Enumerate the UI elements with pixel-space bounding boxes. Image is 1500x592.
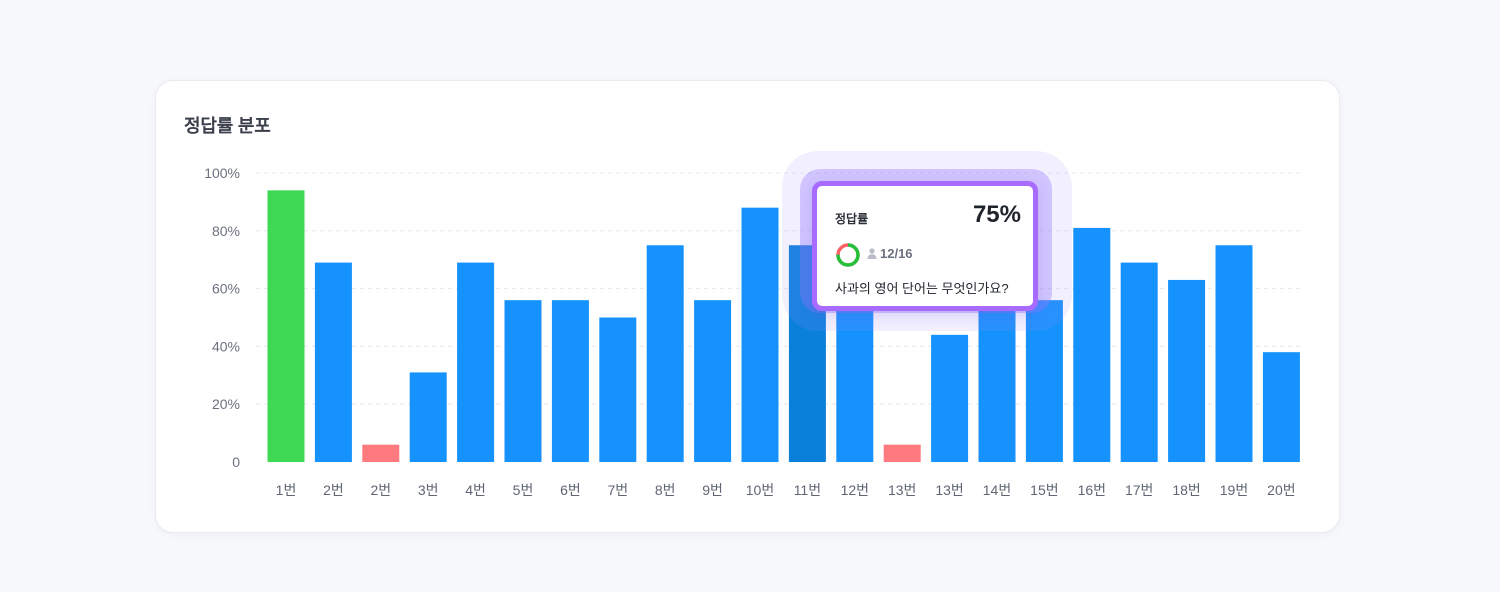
x-tick-label: 19번 (1220, 482, 1248, 498)
bar[interactable] (931, 334, 969, 462)
bar[interactable] (646, 245, 684, 462)
y-tick-label: 60% (212, 281, 240, 297)
bar[interactable] (1025, 300, 1063, 462)
bar-chart: 0 20% 40% 60% 80% 100% 1번 2번 2번 3번 4번 5번 6번 7번 8번 9번 10번… (204, 165, 1304, 498)
bar[interactable] (1073, 227, 1111, 462)
bar[interactable] (1215, 245, 1253, 462)
progress-ring-icon (836, 243, 860, 267)
bar[interactable] (504, 300, 542, 462)
x-tick-label: 14번 (983, 482, 1011, 498)
bar[interactable] (741, 207, 779, 462)
x-tick-label: 2번 (323, 482, 344, 498)
x-tick-label: 4번 (465, 482, 486, 498)
bar[interactable] (1120, 262, 1158, 462)
x-tick-label: 1번 (276, 482, 297, 498)
x-tick-label: 13번 (935, 482, 963, 498)
x-tick-label: 3번 (418, 482, 439, 498)
y-tick-label: 40% (212, 338, 240, 354)
x-tick-label: 18번 (1172, 482, 1200, 498)
bar[interactable] (978, 300, 1016, 462)
chart-card: 정답률 분포 0 20% 40% 60% 80% 100% 1번 2번 2번 3번 4번 5번 6번 7번… (155, 80, 1340, 533)
bar[interactable] (267, 190, 305, 462)
bar[interactable] (1168, 279, 1206, 462)
y-tick-label: 100% (204, 165, 240, 181)
tooltip-label: 정답률 (835, 212, 869, 226)
x-tick-label: 9번 (702, 482, 723, 498)
x-tick-label: 10번 (746, 482, 774, 498)
bar[interactable] (883, 444, 921, 462)
x-tick-label: 17번 (1125, 482, 1153, 498)
chart-title: 정답률 분포 (184, 116, 271, 136)
bar[interactable] (362, 444, 400, 462)
tooltip-count: 12/16 (880, 246, 913, 261)
y-tick-label: 80% (212, 223, 240, 239)
x-tick-label: 20번 (1267, 482, 1295, 498)
tooltip-question: 사과의 영어 단어는 무엇인가요? (835, 281, 1009, 296)
x-tick-label: 7번 (607, 482, 628, 498)
x-tick-label: 11번 (794, 482, 821, 498)
bar[interactable] (409, 372, 447, 462)
tooltip-value: 75% (972, 201, 1021, 228)
bar-tooltip: 정답률 75% 12/16 사과의 영어 단어는 무엇인가요? (812, 181, 1038, 311)
bar[interactable] (694, 300, 732, 462)
bar[interactable] (836, 300, 874, 462)
user-icon (867, 248, 877, 259)
x-tick-label: 2번 (370, 482, 391, 498)
x-tick-label: 5번 (513, 482, 534, 498)
x-tick-label: 15번 (1030, 482, 1058, 498)
x-tick-label: 8번 (655, 482, 676, 498)
x-tick-label: 6번 (560, 482, 581, 498)
bar[interactable] (1262, 352, 1300, 462)
x-tick-label: 16번 (1078, 482, 1106, 498)
bar[interactable] (599, 317, 637, 463)
x-tick-label: 12번 (841, 482, 869, 498)
bar[interactable] (457, 262, 495, 462)
y-tick-label: 0 (232, 454, 240, 470)
bar[interactable] (314, 262, 352, 462)
bar[interactable] (551, 300, 589, 462)
x-tick-label: 13번 (888, 482, 916, 498)
y-tick-label: 20% (212, 396, 240, 412)
